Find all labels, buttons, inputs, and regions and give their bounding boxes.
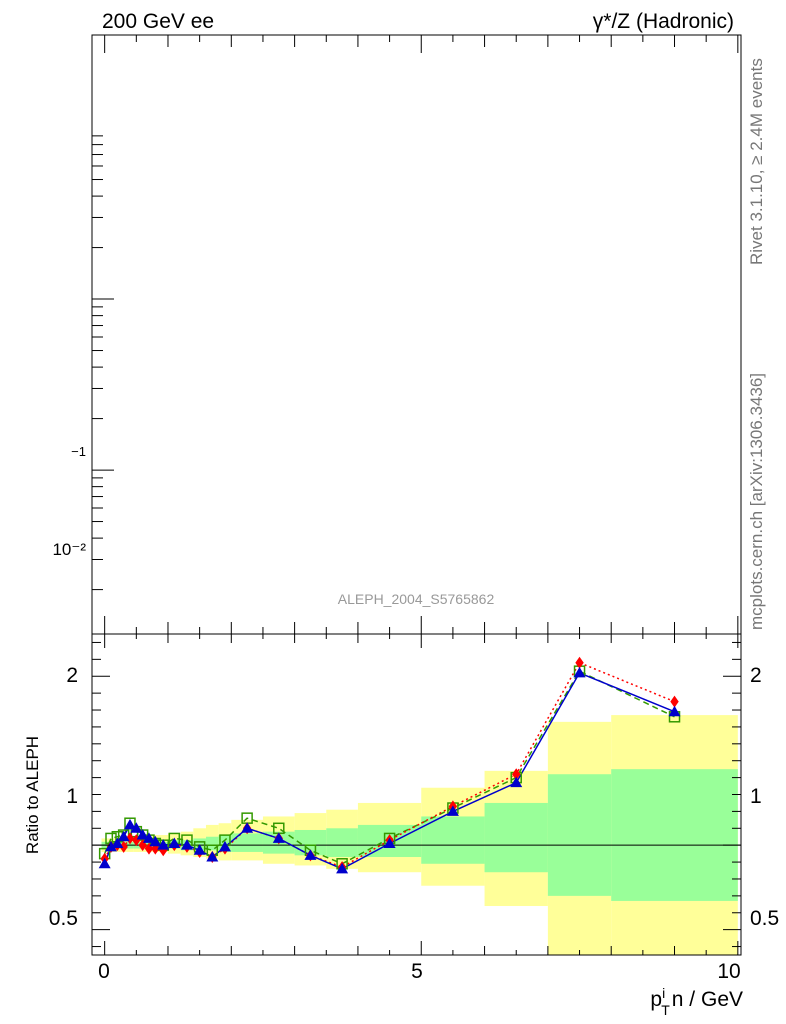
blue-triangle-point <box>668 705 681 717</box>
xtick-label-5: 5 <box>411 960 423 983</box>
inner-band-bin <box>326 828 358 858</box>
x-axis-label-p: p <box>650 988 662 1011</box>
blue-triangle-point <box>130 822 143 833</box>
blue-triangle-point <box>157 839 170 850</box>
blue-triangle-point <box>168 837 181 848</box>
x-axis-label-sup: i <box>662 985 665 1001</box>
inner-band-bin <box>611 769 738 901</box>
y-axis-label: Ratio to ALEPH <box>23 736 42 854</box>
inner-band-bin <box>421 816 485 864</box>
inner-band-bin <box>547 774 612 896</box>
blue-triangle-point <box>104 840 117 852</box>
ratio-panel-frame <box>91 633 742 956</box>
uncertainty-bands <box>101 715 738 955</box>
blue-triangle-point <box>123 818 136 830</box>
red-diamond-point <box>125 832 135 845</box>
ytick-label-2: 2 <box>66 664 78 687</box>
red-diamond-point <box>119 840 128 853</box>
ytick-label-05: 0.5 <box>49 907 78 930</box>
ytick-label-1: 1 <box>66 785 78 808</box>
blue-triangle-point <box>136 829 149 840</box>
xtick-label-10: 10 <box>717 960 740 983</box>
x-axis-label: pi Tn / GeV <box>650 985 743 1018</box>
analysis-id-label: ALEPH_2004_S5765862 <box>338 591 495 607</box>
series-layer <box>98 656 681 874</box>
blue-triangle-point <box>98 857 111 869</box>
x-axis-label-rest: n / GeV <box>672 988 743 1011</box>
red-diamond-point <box>151 842 160 855</box>
blue-triangle-point <box>111 837 124 848</box>
blue-triangle-point <box>218 840 231 852</box>
red-diamond-point <box>138 839 147 852</box>
blue-triangle-point <box>272 832 285 843</box>
inner-band-bin <box>231 833 263 852</box>
main-panel-ticks <box>92 35 739 634</box>
rivet-label: Rivet 3.1.10, ≥ 2.4M events <box>747 58 766 265</box>
blue-triangle-point <box>336 862 349 874</box>
blue-triangle-point <box>142 832 155 843</box>
main-panel: 10⁻² −1 ALEPH_2004_S5765862 <box>52 34 742 635</box>
blue-triangle-point <box>510 776 523 788</box>
blue-triangle-point <box>383 837 396 848</box>
left-title: 200 GeV ee <box>102 10 214 33</box>
red-diamond-point <box>670 695 679 708</box>
blue-triangle-point <box>117 830 130 842</box>
main-ytick-label-2: −1 <box>71 444 86 459</box>
blue-triangle-point <box>304 849 317 860</box>
red-diamond-point <box>575 656 584 669</box>
blue-triangle-point <box>193 844 206 855</box>
inner-band-bin <box>484 802 548 873</box>
blue-triangle-point <box>206 851 219 862</box>
blue-triangle-point <box>446 805 459 816</box>
ytick-label-1-right: 1 <box>750 785 762 808</box>
ytick-label-2-right: 2 <box>750 664 762 687</box>
xtick-label-0: 0 <box>98 960 110 983</box>
source-label: mcplots.cern.ch [arXiv:1306.3436] <box>747 373 766 630</box>
red-diamond-point <box>512 768 521 781</box>
blue-triangle-point <box>573 666 586 678</box>
main-panel-frame <box>91 34 742 635</box>
blue-triangle-point <box>149 835 162 847</box>
x-axis-label-sub: T <box>661 1002 670 1018</box>
right-title: γ*/Z (Hadronic) <box>593 10 734 33</box>
main-ytick-label-1: 10⁻² <box>52 540 86 559</box>
blue-triangle-point <box>180 839 193 850</box>
ytick-label-05-right: 0.5 <box>750 907 779 930</box>
blue-triangle-point <box>241 822 254 833</box>
ratio-panel-ticks <box>92 634 741 955</box>
ratio-panel: 2 1 0.5 2 1 0.5 0 5 10 Ratio to ALEPH pi… <box>23 633 779 1018</box>
